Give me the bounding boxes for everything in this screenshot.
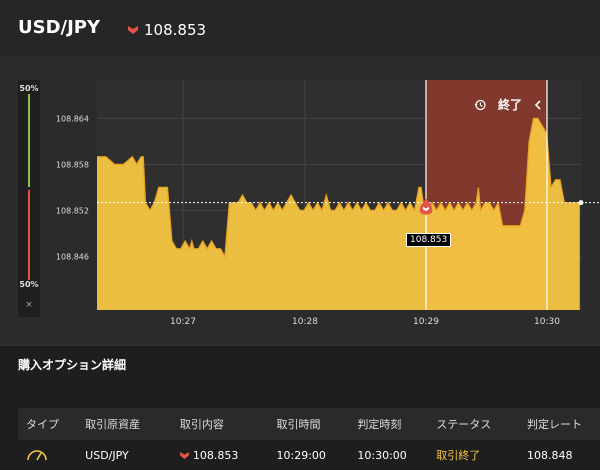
- col-type: タイプ: [26, 418, 59, 431]
- col-trade-time: 取引時間: [276, 418, 321, 431]
- current-price-value: 108.853: [144, 21, 207, 39]
- col-status: ステータス: [436, 418, 492, 431]
- ratio-bottom-label: 50%: [19, 280, 39, 289]
- x-tick-label: 10:28: [292, 317, 318, 327]
- col-asset: 取引原資産: [85, 418, 141, 431]
- row-judge-rate: 108.848: [527, 448, 573, 462]
- row-status: 取引終了: [436, 449, 481, 462]
- row-asset: USD/JPY: [85, 448, 129, 462]
- expiry-label: 終了: [498, 98, 523, 112]
- y-tick-label: 108.852: [56, 206, 89, 215]
- x-tick-label: 10:30: [534, 317, 560, 327]
- price-chart[interactable]: 10:27 10:28 10:29 10:30 108.864 108.858 108.85…: [0, 0, 600, 345]
- chevron-left-icon[interactable]: [534, 99, 542, 110]
- col-content: 取引内容: [179, 418, 224, 431]
- y-tick-label: 108.858: [56, 160, 89, 169]
- y-tick-label: 108.864: [56, 114, 89, 123]
- table-header: タイプ 取引原資産 取引内容 取引時間 判定時刻 ステータス 判定レート: [18, 408, 600, 440]
- divider: [0, 345, 600, 346]
- current-price: 108.853: [128, 21, 206, 39]
- ratio-top-label: 50%: [19, 84, 39, 93]
- row-content-price: 108.853: [192, 448, 239, 462]
- price-area: [97, 118, 580, 310]
- y-tick-label: 108.846: [56, 252, 89, 261]
- down-chevron-icon: [423, 206, 429, 212]
- price-line: [97, 117, 580, 259]
- header: USD/JPY 108.853: [0, 0, 600, 55]
- down-chevron-icon: [179, 451, 189, 459]
- col-judge-rate: 判定レート: [527, 418, 583, 431]
- ratio-bar-low: [28, 190, 30, 280]
- close-icon[interactable]: ×: [25, 300, 33, 310]
- x-tick-label: 10:27: [170, 317, 196, 327]
- expiry-banner: 終了: [474, 96, 542, 113]
- gauge-icon: [27, 449, 47, 460]
- x-tick-label: 10:29: [413, 317, 439, 327]
- section-title: 購入オプション詳細: [18, 358, 127, 372]
- down-chevron-icon: [128, 26, 138, 34]
- ratio-bar-high: [28, 94, 30, 187]
- row-judge-time: 10:30:00: [357, 448, 407, 462]
- col-judge-time: 判定時刻: [357, 418, 402, 431]
- table-row[interactable]: USD/JPY 108.853 10:29:00 10:30:00 取引終了 1…: [18, 440, 600, 470]
- row-content: 108.853: [179, 448, 277, 462]
- options-table: タイプ 取引原資産 取引内容 取引時間 判定時刻 ステータス 判定レート USD…: [18, 408, 600, 470]
- pair-title: USD/JPY: [18, 17, 101, 38]
- row-trade-time: 10:29:00: [276, 448, 326, 462]
- current-price-dot: [578, 200, 584, 206]
- entry-marker-icon: [419, 198, 433, 215]
- entry-price-tooltip: 108.853: [406, 233, 452, 247]
- history-icon: [474, 99, 486, 110]
- ratio-panel: 50% 50% ×: [18, 80, 40, 317]
